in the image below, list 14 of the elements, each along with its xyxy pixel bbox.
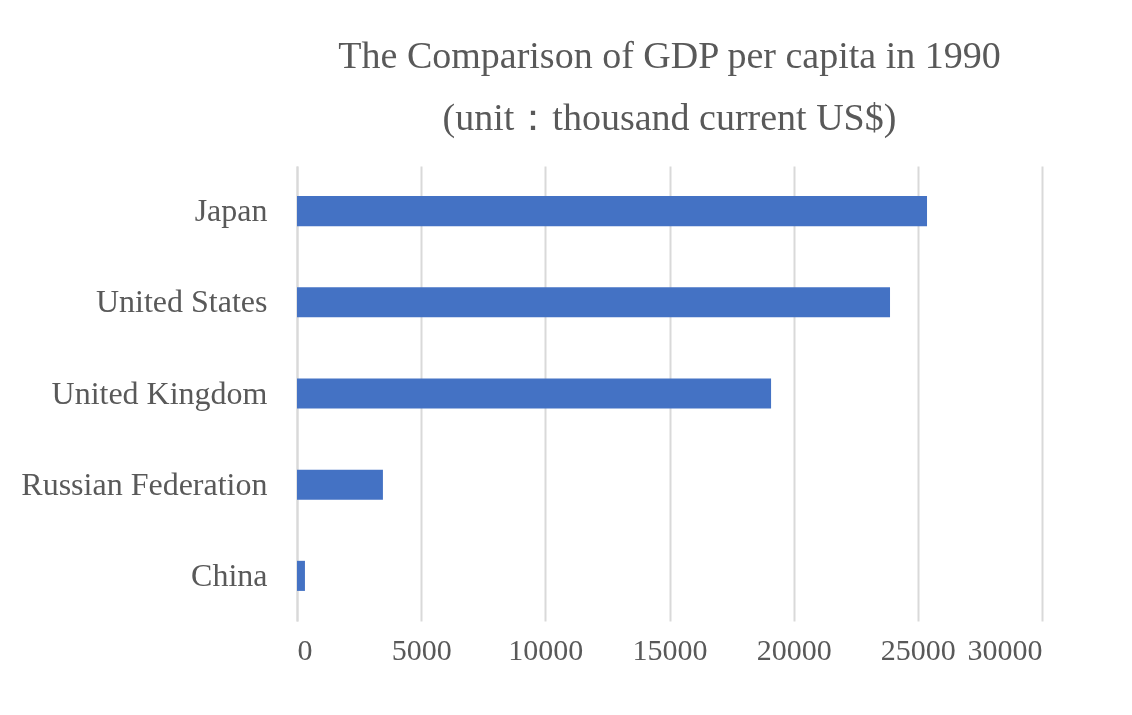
x-tick-label: 5000 [391,632,452,666]
x-tick-label: 10000 [508,632,584,666]
y-tick-label: United States [95,283,268,320]
x-tick-label: 0 [297,632,313,666]
y-tick-label: Japan [194,192,268,229]
x-tick-label: 15000 [632,632,708,666]
x-tick-label: 20000 [756,632,832,666]
x-tick-label: 30000 [967,632,1043,666]
y-tick-label: China [191,556,268,593]
y-tick-label: United Kingdom [51,374,268,411]
y-tick-label: Russian Federation [21,465,268,502]
text: (unit：thousand current US$) [442,96,897,138]
x-tick-label: 25000 [880,632,956,666]
text: The Comparison of GDP per capita in 1990 [338,34,1001,76]
